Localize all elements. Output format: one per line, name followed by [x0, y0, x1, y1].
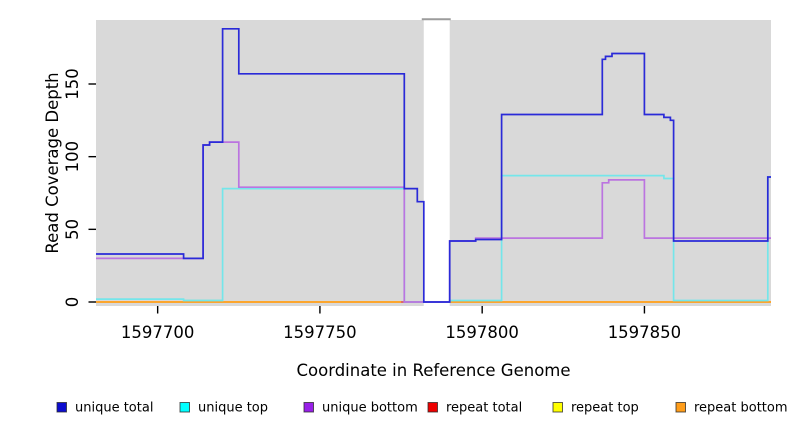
legend-label: unique top — [198, 401, 268, 416]
legend-label: repeat bottom — [694, 401, 788, 416]
legend-label: unique bottom — [322, 401, 418, 416]
legend-item: unique total — [56, 401, 153, 416]
x-axis-tick-label: 1597700 — [121, 323, 195, 342]
legend-swatch-unique-bottom — [303, 402, 314, 413]
legend-item: repeat bottom — [675, 401, 788, 416]
legend-swatch-repeat-bottom — [675, 402, 686, 413]
y-axis-tick-label: 150 — [63, 68, 82, 100]
y-axis-tick-label: 0 — [63, 297, 82, 308]
legend-label: repeat total — [446, 401, 522, 416]
legend-swatch-repeat-top — [552, 402, 563, 413]
y-axis-tick-label: 100 — [63, 141, 82, 173]
legend-swatch-unique-total — [56, 402, 67, 413]
series-path-unique-top — [96, 174, 771, 303]
legend: unique total unique top unique bottom repea… — [56, 401, 788, 416]
x-axis: 1597700 1597750 1597800 1597850 — [121, 306, 681, 342]
legend-label: repeat top — [571, 401, 639, 416]
legend-item: unique bottom — [303, 401, 418, 416]
plot-panel-right — [449, 20, 771, 306]
y-axis-label: Read Coverage Depth — [43, 72, 62, 253]
y-axis: 0 50 100 150 — [63, 68, 96, 307]
legend-item: repeat top — [552, 401, 639, 416]
x-axis-tick-label: 1597850 — [608, 323, 682, 342]
legend-item: unique top — [179, 401, 268, 416]
legend-swatch-repeat-total — [427, 402, 438, 413]
series-path-unique-total — [96, 27, 771, 303]
x-axis-tick-label: 1597800 — [445, 323, 519, 342]
x-axis-label: Coordinate in Reference Genome — [296, 361, 570, 380]
legend-swatch-unique-top — [179, 402, 190, 413]
x-axis-tick-label: 1597750 — [283, 323, 357, 342]
legend-label: unique total — [75, 401, 153, 416]
plot-panel-left — [96, 20, 424, 306]
legend-item: repeat total — [427, 401, 522, 416]
y-axis-tick-label: 50 — [63, 219, 82, 240]
